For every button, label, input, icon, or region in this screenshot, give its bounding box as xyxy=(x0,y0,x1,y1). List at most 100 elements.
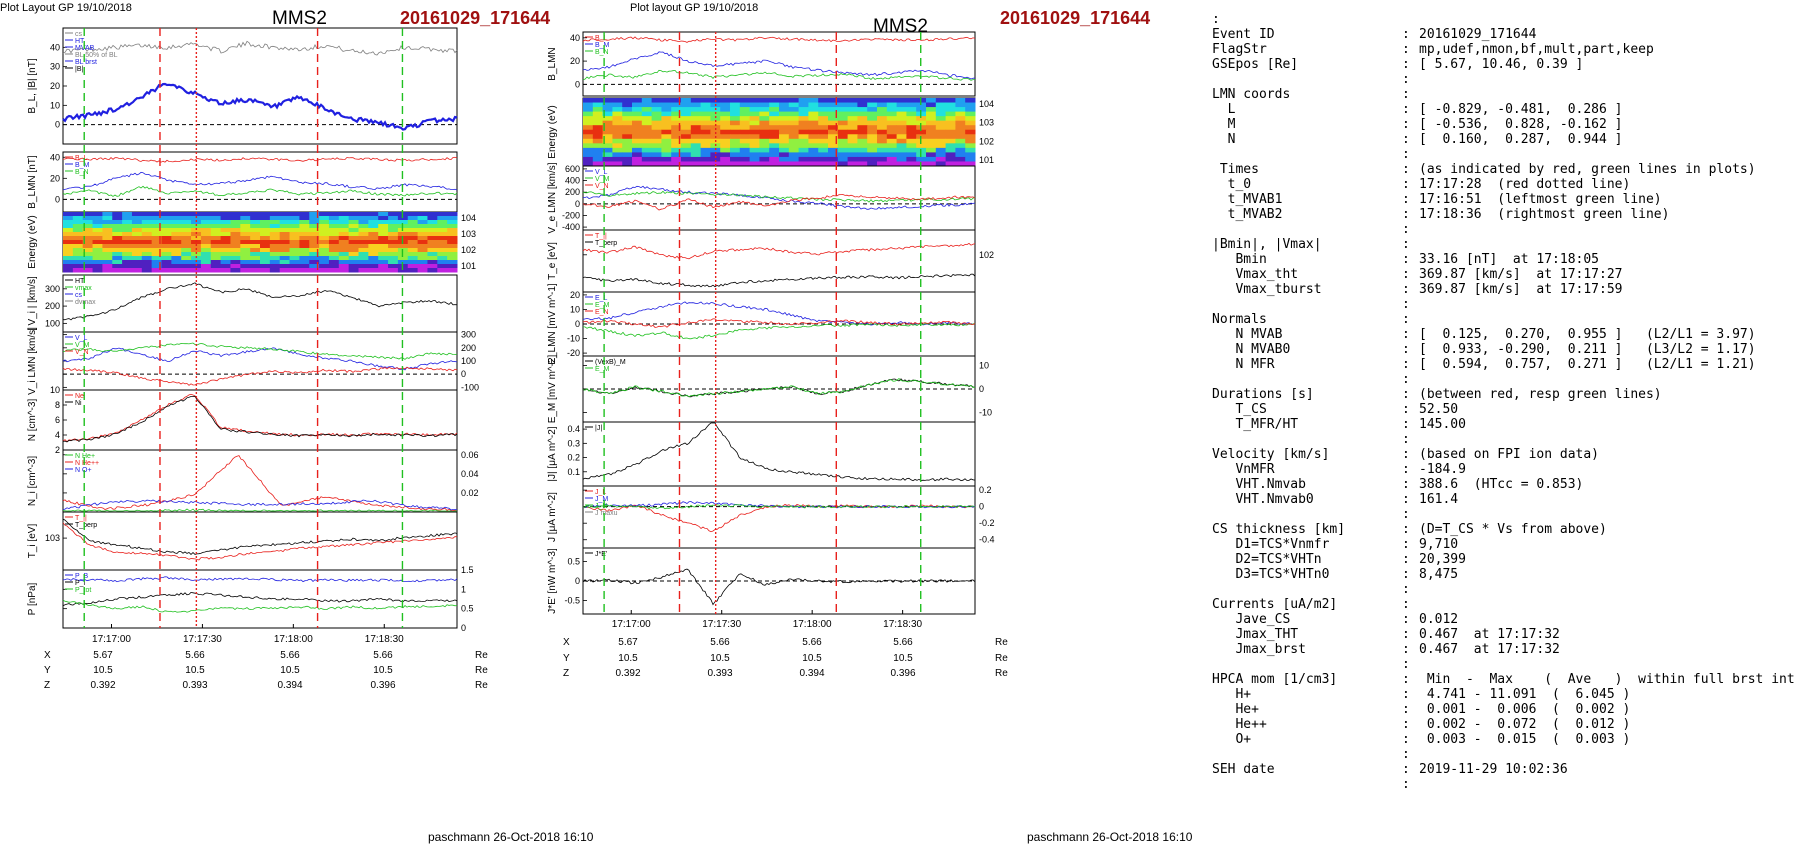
fig2-panel2-cell xyxy=(739,116,751,122)
fig2-panel2-cell xyxy=(896,143,907,149)
fig2-panel2-cell xyxy=(769,134,780,140)
fig1-panel3-cell xyxy=(388,248,399,253)
fig2-panel2-cell xyxy=(632,102,643,108)
fig2-panel2-cell xyxy=(779,161,790,167)
fig1-panel3-cell xyxy=(319,260,330,265)
fig1-coord-value: 10.5 xyxy=(93,665,113,676)
info-key: D1=TCS*Vnmfr xyxy=(1212,537,1330,552)
info-key: SEH date xyxy=(1212,762,1275,777)
fig1-panel3-cell xyxy=(230,220,241,225)
fig1-panel7-series-0 xyxy=(62,508,457,512)
fig2-panel2-cell xyxy=(896,156,907,162)
fig1-panel3-cell xyxy=(319,240,330,245)
fig2-panel2-cell xyxy=(906,98,917,104)
info-row: HPCA mom [1/cm3]: Min - Max ( Ave ) with… xyxy=(1212,672,1795,687)
fig1-panel3-cell xyxy=(388,268,399,273)
fig2-panel7-legend-label: |J| xyxy=(595,425,602,432)
fig1-panel3-cell xyxy=(112,224,123,229)
fig2-panel2-cell xyxy=(945,143,956,149)
fig2-panel2-cell xyxy=(759,116,770,122)
fig2-panel2-cell xyxy=(886,125,898,131)
fig1-panel3-cell xyxy=(447,228,458,233)
fig2-panel2-cell xyxy=(612,98,623,104)
fig1-panel6-ylabel: N [cm^-3] xyxy=(27,399,38,442)
fig1-panel3-cell xyxy=(427,256,438,261)
fig2-panel6 xyxy=(582,355,976,423)
fig1-panel3-cell xyxy=(260,216,271,221)
fig1-panel3-cell xyxy=(250,244,261,249)
fig1-panel3-cell xyxy=(378,260,389,265)
fig1-panel3-cell xyxy=(161,268,172,273)
fig2-panel2-cell xyxy=(730,134,741,140)
fig1-panel3-cell xyxy=(191,232,202,237)
fig1-panel6-tick: 6 xyxy=(55,415,60,425)
fig1-panel3-cell xyxy=(299,212,310,217)
fig2-panel2-cell xyxy=(945,98,956,104)
info-value: -184.9 xyxy=(1419,462,1466,477)
fig2-panel2-cell xyxy=(867,98,878,104)
fig2-panel2-cell xyxy=(916,102,927,108)
fig1-panel9-legend-label: P_i xyxy=(75,580,86,587)
fig2-panel2-cell xyxy=(641,134,653,140)
fig1-panel3-cell xyxy=(200,252,212,257)
info-value: 369.87 [km/s] at 17:17:59 xyxy=(1419,282,1623,297)
fig1-panel3-cell xyxy=(309,256,320,261)
info-row: Velocity [km/s]: (based on FPI ion data) xyxy=(1212,447,1795,462)
info-row: N MFR:[ 0.594, 0.757, 0.271 ] (L2/L1 = 1… xyxy=(1212,357,1795,372)
fig2-panel1-tick: 40 xyxy=(570,33,580,43)
fig2-panel2-cell xyxy=(641,156,653,162)
info-sep: : xyxy=(1402,162,1410,177)
fig1-panel3-cell xyxy=(171,260,182,265)
fig2-panel2-cell xyxy=(779,147,790,153)
fig2-panel2-cell xyxy=(935,107,947,113)
fig1-panel3-cell xyxy=(141,260,153,265)
info-row: VHT.Nmvab0:161.4 xyxy=(1212,492,1795,507)
fig2-panel5-series-2 xyxy=(582,318,976,328)
fig2-panel2-cell xyxy=(828,156,839,162)
fig2-panel2-cell xyxy=(690,134,702,140)
fig1-panel3-cell xyxy=(210,220,222,225)
fig1-panel6-tick: 2 xyxy=(55,445,60,455)
fig1-panel3-cell xyxy=(171,264,182,269)
fig2-panel2-cell xyxy=(671,129,682,135)
fig1-panel3-cell xyxy=(141,220,153,225)
fig2-panel2-cell xyxy=(808,102,819,108)
info-sep: : xyxy=(1402,777,1410,792)
fig2-panel2-cell xyxy=(867,156,878,162)
fig2-panel2-cell xyxy=(690,116,702,122)
fig1-panel3-cell xyxy=(447,252,458,257)
fig1-panel3-cell xyxy=(289,224,300,229)
fig2-panel2-cell xyxy=(583,129,594,135)
fig2-panel6-tick: -10 xyxy=(979,408,992,418)
fig2-panel5-tick: 10 xyxy=(570,304,580,314)
fig1-panel3-cell xyxy=(260,232,271,237)
fig1-panel3-cell xyxy=(417,252,428,257)
fig1-panel3-cell xyxy=(319,268,330,273)
fig2-panel2-cell xyxy=(818,120,829,126)
fig2-panel2-cell xyxy=(779,125,790,131)
fig1-panel3-cell xyxy=(388,236,399,241)
fig2-panel2-cell xyxy=(886,156,898,162)
fig2-panel2-cell xyxy=(788,125,800,131)
fig1-panel3-cell xyxy=(260,224,271,229)
fig1-panel3-cell xyxy=(260,240,271,245)
fig2-panel2-cell xyxy=(926,143,937,149)
fig2-panel2-cell xyxy=(818,116,829,122)
fig1-panel3-cell xyxy=(319,228,330,233)
fig2-panel1-tick: 0 xyxy=(575,79,580,89)
fig1-panel3-tick: 104 xyxy=(461,213,476,223)
fig1-panel3-cell xyxy=(437,212,448,217)
fig2-panel4-frame xyxy=(582,229,976,293)
fig2-panel2-cell xyxy=(690,111,702,117)
fig1-panel5-series-2 xyxy=(62,366,458,386)
fig1-panel3-cell xyxy=(161,212,172,217)
fig1-panel3-cell xyxy=(72,236,84,241)
fig1-panel3-cell xyxy=(328,248,340,253)
fig2-panel2-cell xyxy=(965,156,976,162)
fig1-coord-value: 5.66 xyxy=(280,650,300,661)
fig2-panel2-cell xyxy=(690,143,702,149)
fig1-panel3-cell xyxy=(328,212,340,217)
fig2-panel6-series-1 xyxy=(582,377,976,398)
fig2-panel2-cell xyxy=(965,134,976,140)
fig2-coord-value: 5.67 xyxy=(618,637,638,648)
